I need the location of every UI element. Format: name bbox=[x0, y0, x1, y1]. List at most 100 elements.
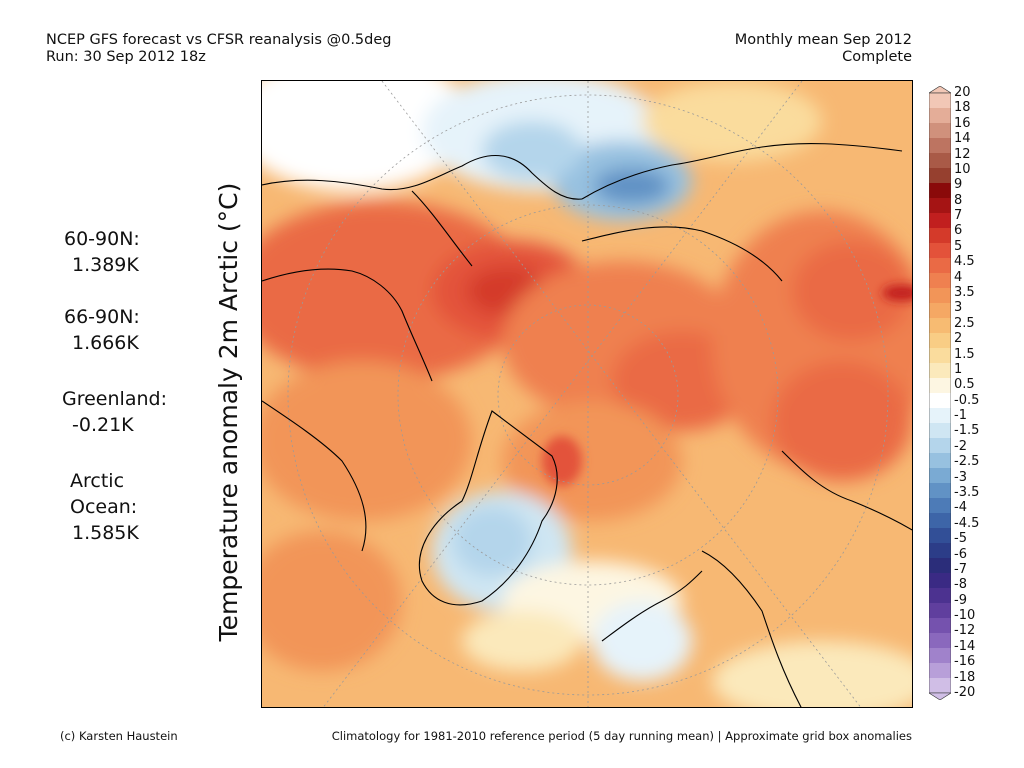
colorbar-tick-label: -3.5 bbox=[954, 485, 980, 500]
colorbar-tick-label: 2.5 bbox=[954, 315, 975, 331]
colorbar-swatch bbox=[929, 288, 951, 304]
period-line-1: Monthly mean Sep 2012 bbox=[734, 32, 912, 48]
colorbar-swatch bbox=[929, 528, 951, 544]
stat-label-ocean: Ocean: bbox=[70, 496, 138, 518]
colorbar-swatch bbox=[929, 123, 951, 139]
colorbar-tick-label: 7 bbox=[954, 208, 963, 224]
colorbar-swatch bbox=[929, 138, 951, 154]
colorbar-tick-label: -14 bbox=[954, 638, 976, 654]
colorbar-swatch bbox=[929, 543, 951, 559]
colorbar bbox=[929, 86, 951, 700]
stat-label-66-90n: 66-90N: bbox=[64, 306, 140, 328]
colorbar-min-arrow bbox=[929, 692, 951, 700]
colorbar-tick-label: 4 bbox=[954, 269, 963, 285]
colorbar-swatch bbox=[929, 603, 951, 619]
colorbar-swatch bbox=[929, 663, 951, 679]
colorbar-max-arrow bbox=[929, 86, 951, 94]
colorbar-tick-label: 3.5 bbox=[954, 285, 975, 300]
title-line-1: NCEP GFS forecast vs CFSR reanalysis @0.… bbox=[46, 32, 392, 48]
colorbar-tick-label: 2 bbox=[954, 331, 963, 347]
colorbar-swatch bbox=[929, 378, 951, 394]
colorbar-tick-label: -4.5 bbox=[954, 515, 980, 531]
title-line-2: Run: 30 Sep 2012 18z bbox=[46, 49, 206, 65]
colorbar-tick-label: 9 bbox=[954, 177, 963, 193]
colorbar-tick-label: -6 bbox=[954, 546, 967, 562]
stat-value-66-90n: 1.666K bbox=[72, 332, 139, 354]
colorbar-swatch bbox=[929, 213, 951, 229]
colorbar-tick-label: 12 bbox=[954, 146, 971, 162]
colorbar-tick-label: -2 bbox=[954, 438, 967, 454]
colorbar-swatch bbox=[929, 648, 951, 664]
colorbar-tick-label: -16 bbox=[954, 654, 976, 670]
colorbar-tick-label: 20 bbox=[954, 85, 971, 100]
colorbar-swatch bbox=[929, 183, 951, 199]
stat-value-greenland: -0.21K bbox=[72, 414, 134, 436]
colorbar-tick-label: -20 bbox=[954, 685, 976, 700]
colorbar-swatch bbox=[929, 303, 951, 319]
colorbar-tick-label: -8 bbox=[954, 577, 967, 593]
colorbar-tick-label: -9 bbox=[954, 592, 967, 608]
colorbar-swatch bbox=[929, 348, 951, 364]
colorbar-swatches bbox=[929, 86, 951, 700]
colorbar-swatch bbox=[929, 438, 951, 454]
colorbar-tick-label: 4.5 bbox=[954, 254, 975, 270]
colorbar-swatch bbox=[929, 393, 951, 409]
colorbar-swatch bbox=[929, 468, 951, 484]
colorbar-tick-label: 3 bbox=[954, 300, 963, 316]
colorbar-tick-label: -10 bbox=[954, 608, 976, 624]
colorbar-tick-label: 10 bbox=[954, 161, 971, 177]
colorbar-swatch bbox=[929, 423, 951, 439]
colorbar-swatch bbox=[929, 633, 951, 649]
colorbar-tick-label: 1 bbox=[954, 361, 963, 377]
stat-value-60-90n: 1.389K bbox=[72, 254, 139, 276]
colorbar-swatch bbox=[929, 408, 951, 424]
colorbar-tick-label: -7 bbox=[954, 561, 967, 577]
colorbar-swatch bbox=[929, 93, 951, 109]
colorbar-tick-label: 0.5 bbox=[954, 377, 975, 393]
map-canvas bbox=[262, 81, 912, 707]
colorbar-swatch bbox=[929, 258, 951, 274]
stat-label-arctic: Arctic bbox=[70, 470, 125, 492]
period-line-2: Complete bbox=[842, 49, 912, 65]
stat-label-greenland: Greenland: bbox=[62, 388, 167, 410]
colorbar-tick-label: -1.5 bbox=[954, 423, 980, 439]
colorbar-tick-label: 5 bbox=[954, 238, 963, 254]
colorbar-tick-label: -0.5 bbox=[954, 392, 980, 408]
colorbar-tick-label: -4 bbox=[954, 500, 967, 516]
coastlines bbox=[262, 142, 912, 707]
colorbar-swatch bbox=[929, 228, 951, 244]
stat-value-arctic-ocean: 1.585K bbox=[72, 522, 139, 544]
colorbar-tick-label: 16 bbox=[954, 115, 971, 131]
colorbar-tick-label: -5 bbox=[954, 531, 967, 547]
colorbar-swatch bbox=[929, 498, 951, 514]
colorbar-swatch bbox=[929, 108, 951, 124]
colorbar-swatch bbox=[929, 678, 951, 694]
colorbar-tick-label: -2.5 bbox=[954, 454, 980, 470]
colorbar-tick-label: -18 bbox=[954, 669, 976, 685]
colorbar-swatch bbox=[929, 573, 951, 589]
anomaly-map bbox=[261, 80, 913, 708]
colorbar-swatch bbox=[929, 243, 951, 259]
colorbar-swatch bbox=[929, 513, 951, 529]
colorbar-tick-label: 8 bbox=[954, 192, 963, 208]
colorbar-ticks: 20 18 16 14 12 10 9 8 7 6 5 4.5 4 3.5 3 2.5 2 1.5 1 0.5 -0.5… bbox=[954, 86, 1014, 700]
colorbar-swatch bbox=[929, 558, 951, 574]
colorbar-tick-label: -1 bbox=[954, 408, 967, 424]
colorbar-tick-label: 18 bbox=[954, 100, 971, 116]
colorbar-swatch bbox=[929, 318, 951, 334]
colorbar-swatch bbox=[929, 453, 951, 469]
footer-note: Climatology for 1981-2010 reference peri… bbox=[331, 729, 912, 743]
colorbar-tick-label: -3 bbox=[954, 469, 967, 485]
colorbar-tick-label: 14 bbox=[954, 131, 971, 147]
colorbar-swatch bbox=[929, 333, 951, 349]
colorbar-swatch bbox=[929, 168, 951, 184]
stat-label-60-90n: 60-90N: bbox=[64, 228, 140, 250]
colorbar-swatch bbox=[929, 588, 951, 604]
colorbar-swatch bbox=[929, 153, 951, 169]
colorbar-swatch bbox=[929, 198, 951, 214]
graticule bbox=[287, 81, 889, 707]
colorbar-swatch bbox=[929, 618, 951, 634]
colorbar-tick-label: 6 bbox=[954, 223, 963, 239]
footer-copyright: (c) Karsten Haustein bbox=[60, 729, 178, 743]
colorbar-swatch bbox=[929, 273, 951, 289]
